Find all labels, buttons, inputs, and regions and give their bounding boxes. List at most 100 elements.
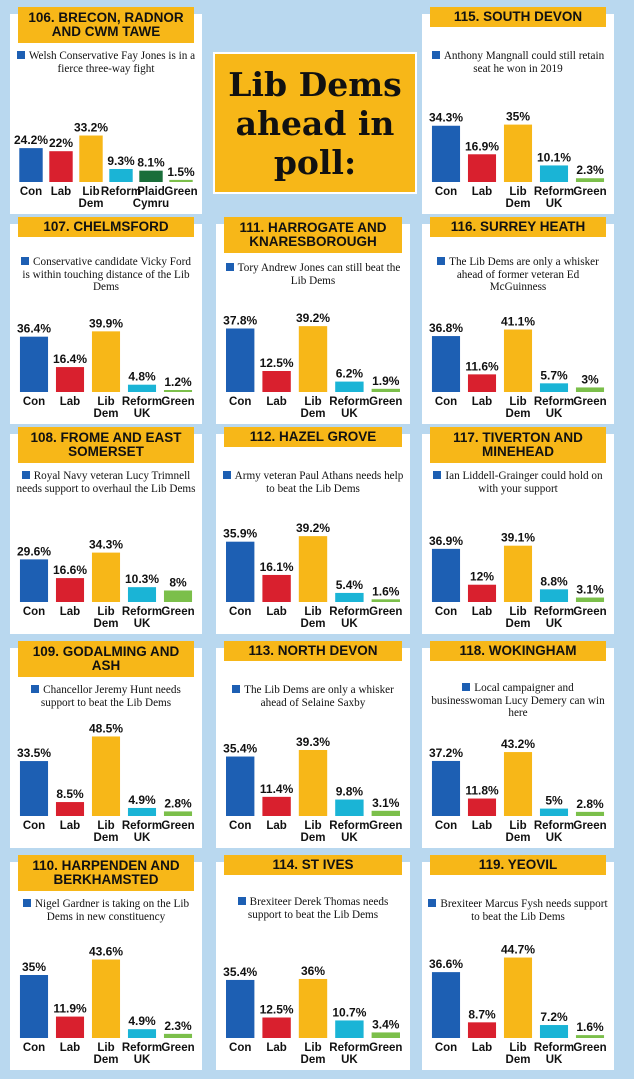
category-label: Green [161,396,194,408]
card-subtitle-text: Ian Liddell-Grainger could hold on with … [445,470,603,495]
value-label: 35.4% [223,965,257,979]
category-label: Lab [472,186,492,198]
category-label: Con [435,606,457,618]
category-label: UK [341,408,358,420]
value-label: 2.3% [576,163,604,177]
value-label: 16.9% [465,139,499,153]
value-label: 8.7% [468,1007,496,1021]
card-subtitle-text: Local campaigner and businesswoman Lucy … [431,682,605,719]
category-label: Con [23,820,45,832]
category-label: Lab [60,820,80,832]
category-label: Dem [301,1054,326,1066]
card-title: 109. GODALMING AND ASH [18,641,194,677]
card-subtitle-text: The Lib Dems are only a whisker ahead of… [244,684,394,709]
value-label: 43.2% [501,737,535,751]
value-label: 35.4% [223,742,257,756]
category-label: Cymru [133,198,169,210]
category-label: Dem [506,1054,531,1066]
category-label: UK [134,408,151,420]
headline-line-1: Lib Dems [228,64,402,104]
category-label: Dem [94,1054,119,1066]
category-label: Green [573,820,606,832]
bar-lab [262,1017,291,1038]
bar-plaid-cymru [139,170,163,182]
value-label: 16.6% [53,563,87,577]
category-label: Lab [60,1042,80,1054]
constituency-card: 113. NORTH DEVON The Lib Dems are only a … [216,641,410,848]
value-label: 44.7% [501,943,535,957]
bar-reform-uk [539,1025,569,1038]
category-label: Lib [97,396,114,408]
card-subtitle: The Lib Dems are only a whisker ahead of… [428,256,608,294]
category-label: Green [161,1042,194,1054]
category-label: Green [573,1042,606,1054]
category-label: Reform [122,820,162,832]
value-label: 29.6% [17,544,51,558]
value-label: 35.9% [223,527,257,541]
bullet-square-icon [433,471,442,479]
value-label: 3.1% [372,796,400,810]
card-subtitle: Conservative candidate Vicky Ford is wit… [16,256,196,294]
value-label: 36.6% [429,957,463,971]
card-subtitle-text: Tory Andrew Jones can still beat the Lib… [237,262,401,287]
card-subtitle-text: Anthony Mangnall could still retain seat… [443,50,605,75]
category-label: Lab [472,820,492,832]
value-label: 8.8% [540,574,568,588]
card-subtitle-text: Brexiteer Marcus Fysh needs support to b… [440,898,608,923]
category-label: Dem [79,198,104,210]
card-title: 119. YEOVIL [430,855,606,875]
bar-con [431,125,461,182]
value-label: 3.4% [372,1017,400,1031]
value-label: 11.4% [260,782,294,796]
bullet-square-icon [22,899,31,907]
bullet-square-icon [31,685,40,693]
bar-lab [262,371,291,392]
value-label: 11.6% [465,359,499,373]
category-label: UK [546,618,563,630]
bar-lib-dem [503,329,533,392]
constituency-card: 117. TIVERTON AND MINEHEAD Ian Liddell-Gr… [422,427,614,634]
value-label: 10.7% [332,1005,366,1019]
value-label: 10.3% [125,572,159,586]
value-label: 36% [301,964,325,978]
card-subtitle: Brexiteer Derek Thomas needs support to … [222,896,404,921]
bar-con [431,336,461,392]
bar-green [575,178,605,182]
card-title: 110. HARPENDEN AND BERKHAMSTED [18,855,194,891]
card-title: 114. ST IVES [224,855,402,875]
value-label: 9.3% [107,154,135,168]
category-label: UK [134,832,151,844]
bar-green [371,810,400,816]
bar-reform-uk [539,808,569,816]
card-subtitle: Brexiteer Marcus Fysh needs support to b… [428,898,608,923]
value-label: 12.5% [260,1003,294,1017]
category-label: Dem [94,832,119,844]
bar-reform-uk [539,165,569,182]
bar-green [163,811,193,816]
headline-line-2: ahead in [235,103,395,143]
card-title: 108. FROME AND EAST SOMERSET [18,427,194,463]
card-title: 113. NORTH DEVON [224,641,402,661]
card-subtitle: Anthony Mangnall could still retain seat… [428,50,608,75]
bar-lab [467,798,497,816]
bar-green [371,388,400,392]
bar-con [431,972,461,1038]
category-label: Lib [509,186,526,198]
value-label: 4.9% [128,1014,156,1028]
category-label: Green [369,1042,402,1054]
bar-reform [109,168,133,182]
category-label: Lab [266,396,286,408]
card-title: 112. HAZEL GROVE [224,427,402,447]
value-label: 39.3% [296,735,330,749]
category-label: Reform [534,820,574,832]
category-label: Lab [472,396,492,408]
bar-reform-uk [127,587,157,602]
value-label: 11.9% [53,1002,87,1016]
category-label: Reform [122,396,162,408]
category-label: Con [435,820,457,832]
category-label: Dem [506,408,531,420]
value-label: 41.1% [501,315,535,329]
